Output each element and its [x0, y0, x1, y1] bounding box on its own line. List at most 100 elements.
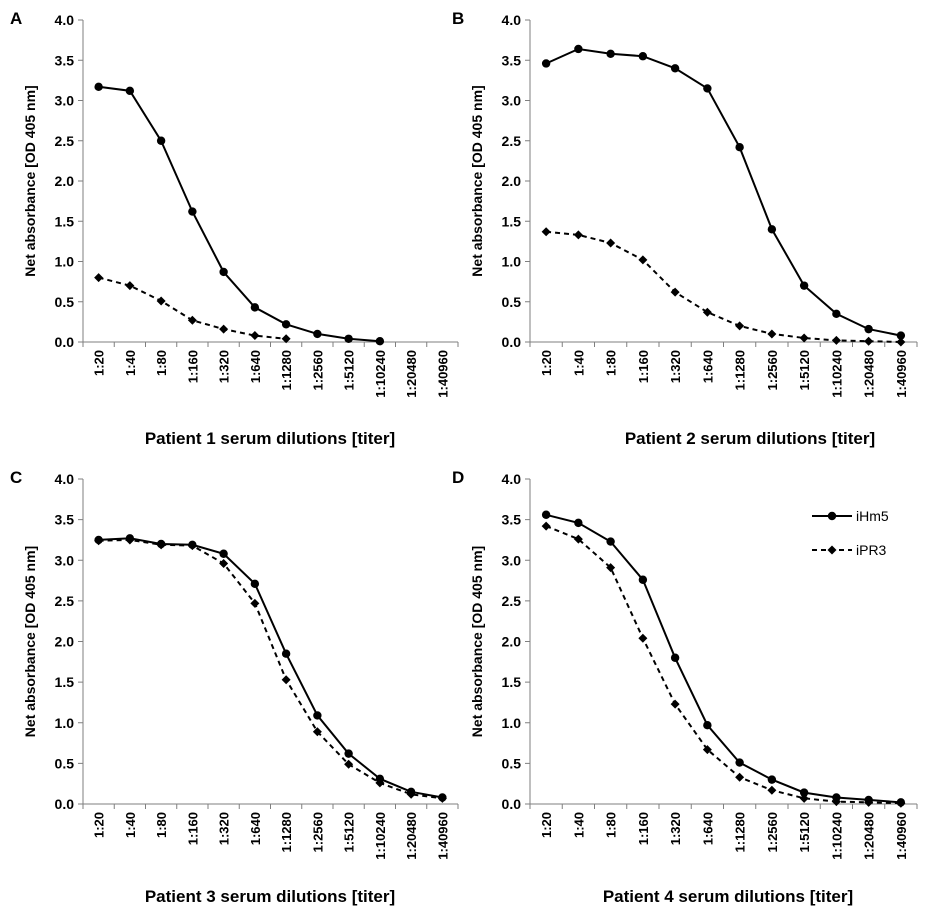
series-line-ipr3 [545, 525, 901, 805]
x-tick-label: 1:1280 [733, 350, 748, 390]
x-tick-label: 1:640 [700, 350, 715, 383]
data-point-ipr3 [541, 227, 551, 237]
data-point-ipr3 [156, 540, 166, 550]
data-point-ipr3 [670, 699, 680, 709]
y-tick-label: 1.0 [502, 254, 522, 270]
data-point-ipr3 [670, 287, 680, 297]
x-tick-label: 1:2560 [765, 350, 780, 390]
series-line-ipr3 [546, 230, 901, 343]
data-point-ipr3 [573, 230, 583, 240]
data-point-ipr3 [437, 793, 447, 803]
x-tick-label: 1:40960 [435, 350, 450, 398]
y-tick-label: 0.5 [55, 755, 75, 771]
data-point-ihm5 [864, 324, 873, 334]
panel-letter: D [452, 468, 464, 487]
x-tick-label: 1:1280 [279, 812, 294, 852]
x-tick-label: 1:20480 [862, 812, 877, 860]
data-point-ihm5 [574, 44, 583, 54]
panel-letter: C [10, 468, 22, 487]
data-point-ihm5 [896, 331, 906, 340]
x-tick-label: 1:160 [636, 812, 651, 845]
data-point-ipr3 [281, 675, 291, 685]
data-point-ipr3 [281, 334, 291, 344]
chart-panel-c: C 0.0 0.5 1.0 1.5 2.0 2.5 3.0 3.5 4.0 1:20 1:40 1:80… [10, 468, 459, 906]
x-tick-label: 1:320 [668, 812, 683, 845]
data-point-ipr3 [638, 633, 648, 643]
y-tick-label: 3.0 [502, 93, 522, 109]
data-point-ihm5 [281, 320, 291, 329]
y-tick-label: 2.5 [502, 133, 522, 149]
y-tick-label: 2.0 [55, 173, 75, 189]
y-tick-label: 2.5 [55, 133, 75, 149]
data-point-ihm5 [344, 749, 353, 758]
x-tick-label: 1:2560 [310, 350, 325, 390]
y-tick-label: 1.5 [502, 674, 522, 690]
data-point-ipr3 [735, 321, 745, 331]
data-point-ipr3 [896, 798, 906, 808]
y-tick-label: 1.5 [502, 213, 522, 229]
data-point-ipr3 [250, 598, 260, 608]
data-point-ihm5 [767, 775, 777, 784]
x-tick-label: 1:40 [571, 350, 586, 376]
data-point-ipr3 [156, 296, 166, 306]
y-tick-label: 3.0 [502, 552, 522, 568]
legend-marker-ihm5 [827, 511, 837, 521]
x-tick-label: 1:10240 [373, 812, 388, 860]
data-point-ipr3 [219, 559, 229, 568]
y-tick-label: 0.0 [55, 796, 75, 812]
x-tick-label: 1:5120 [342, 812, 357, 852]
data-point-ihm5 [703, 84, 712, 93]
legend-label-ihm5: iHm5 [856, 508, 889, 524]
x-tick-label: 1:40 [123, 350, 138, 376]
data-point-ipr3 [767, 785, 777, 795]
data-point-ipr3 [406, 789, 416, 799]
data-point-ihm5 [219, 549, 228, 558]
y-axis-title: Net absorbance [OD 405 nm] [469, 546, 485, 737]
data-point-ihm5 [670, 653, 680, 662]
x-tick-label: 1:1280 [279, 350, 294, 390]
data-point-ipr3 [735, 772, 745, 782]
y-tick-label: 4.0 [55, 12, 75, 28]
series-line-ipr3 [98, 538, 443, 800]
x-tick-label: 1:640 [248, 812, 263, 845]
data-point-ihm5 [313, 329, 322, 339]
data-point-ihm5 [606, 537, 615, 546]
data-point-ipr3 [375, 778, 385, 788]
x-tick-label: 1:80 [154, 350, 169, 376]
y-tick-label: 3.5 [55, 512, 75, 528]
x-tick-label: 1:20 [92, 812, 107, 838]
x-tick-label: 1:640 [700, 812, 715, 845]
data-point-ipr3 [799, 793, 809, 803]
legend-marker-ipr3 [827, 545, 837, 555]
y-tick-label: 1.5 [55, 674, 75, 690]
y-axis-title: Net absorbance [OD 405 nm] [469, 85, 485, 276]
y-tick-label: 0.0 [502, 796, 522, 812]
x-tick-label: 1:10240 [829, 812, 844, 860]
y-tick-label: 1.0 [502, 715, 522, 731]
data-point-ipr3 [896, 337, 906, 347]
data-point-ipr3 [312, 727, 322, 737]
y-tick-label: 2.0 [502, 173, 522, 189]
x-tick-label: 1:2560 [310, 812, 325, 852]
x-tick-label: 1:320 [217, 350, 232, 383]
data-point-ihm5 [125, 86, 135, 96]
data-point-ipr3 [187, 541, 197, 551]
series-line-ihm5 [545, 47, 902, 337]
y-tick-label: 1.0 [55, 715, 75, 731]
data-point-ihm5 [344, 334, 353, 343]
data-point-ihm5 [670, 64, 680, 73]
y-tick-label: 3.0 [55, 552, 75, 568]
x-tick-label: 1:1280 [733, 812, 748, 852]
y-tick-label: 1.5 [55, 213, 75, 229]
chart-panel-d: D 0.0 0.5 1.0 1.5 2.0 2.5 3.0 3.5 4.0 1:20 1:40 1:80… [452, 468, 918, 906]
y-tick-label: 0.0 [502, 334, 522, 350]
data-point-ipr3 [541, 521, 551, 531]
y-tick-label: 2.5 [55, 593, 75, 609]
y-tick-label: 3.0 [55, 93, 75, 109]
data-point-ipr3 [702, 307, 712, 317]
y-tick-label: 4.0 [55, 471, 75, 487]
x-tick-label: 1:20480 [404, 350, 419, 398]
data-point-ihm5 [94, 82, 103, 92]
panel-letter: A [10, 9, 22, 28]
x-tick-label: 1:80 [154, 812, 169, 838]
